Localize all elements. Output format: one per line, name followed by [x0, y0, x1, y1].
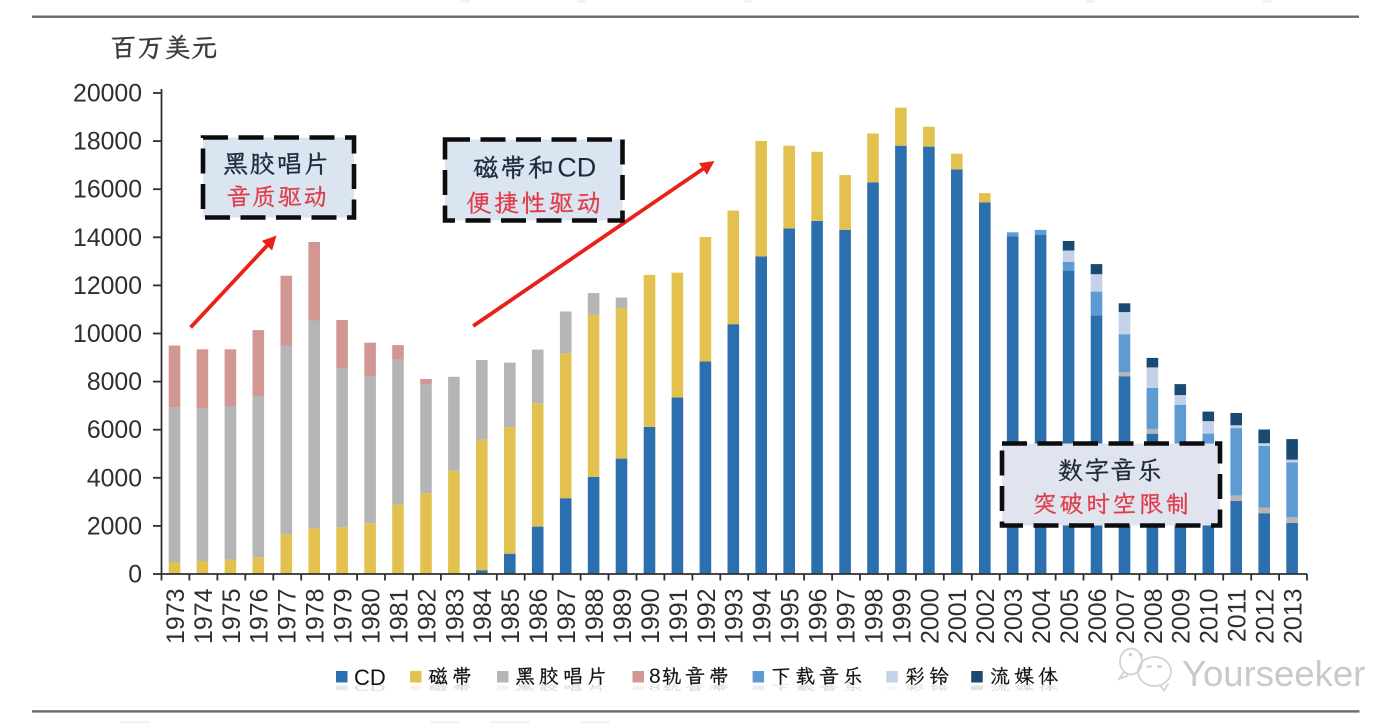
svg-text:1996: 1996 [805, 588, 833, 644]
svg-text:1999: 1999 [888, 588, 916, 644]
svg-text:1987: 1987 [553, 588, 581, 644]
svg-text:2010: 2010 [1196, 588, 1224, 644]
svg-text:Yourseeker: Yourseeker [1182, 653, 1365, 694]
svg-text:2006: 2006 [1084, 588, 1112, 644]
svg-text:2011: 2011 [1224, 588, 1252, 642]
svg-text:1988: 1988 [581, 588, 609, 644]
svg-text:1998: 1998 [860, 588, 888, 644]
svg-text:10000: 10000 [73, 321, 142, 348]
svg-text:2007: 2007 [1112, 588, 1140, 644]
svg-text:20000: 20000 [73, 81, 142, 108]
svg-text:12000: 12000 [73, 273, 142, 300]
svg-text:1986: 1986 [525, 588, 553, 644]
svg-text:1984: 1984 [469, 588, 497, 644]
svg-text:1978: 1978 [302, 588, 330, 644]
svg-text:CD: CD [557, 153, 596, 183]
svg-text:1997: 1997 [833, 588, 861, 644]
svg-text:1985: 1985 [497, 588, 525, 644]
svg-text:6000: 6000 [87, 417, 142, 444]
svg-text:2008: 2008 [1140, 588, 1168, 644]
svg-text:2013: 2013 [1280, 588, 1308, 644]
svg-text:1973: 1973 [162, 588, 190, 644]
svg-text:1983: 1983 [441, 588, 469, 644]
svg-text:8000: 8000 [87, 369, 142, 396]
svg-text:2000: 2000 [916, 588, 944, 644]
svg-text:2003: 2003 [1000, 588, 1028, 644]
svg-text:8: 8 [649, 684, 661, 693]
svg-text:1982: 1982 [413, 588, 441, 644]
svg-text:1979: 1979 [330, 588, 358, 644]
svg-text:1991: 1991 [665, 588, 693, 644]
svg-text:2009: 2009 [1168, 588, 1196, 644]
svg-text:1994: 1994 [749, 588, 777, 644]
svg-text:1990: 1990 [637, 588, 665, 644]
svg-text:CD: CD [354, 665, 386, 690]
svg-text:8: 8 [649, 665, 661, 688]
svg-text:1989: 1989 [609, 588, 637, 644]
svg-text:2000: 2000 [87, 513, 142, 540]
svg-text:1977: 1977 [274, 588, 302, 644]
svg-text:2001: 2001 [944, 588, 972, 644]
svg-text:1980: 1980 [358, 588, 386, 644]
svg-text:1993: 1993 [721, 588, 749, 644]
svg-text:14000: 14000 [73, 225, 142, 252]
svg-text:1974: 1974 [190, 588, 218, 644]
svg-text:2005: 2005 [1056, 588, 1084, 644]
svg-text:2004: 2004 [1028, 588, 1056, 644]
svg-text:1995: 1995 [777, 588, 805, 644]
svg-text:1981: 1981 [385, 588, 413, 644]
svg-text:16000: 16000 [73, 177, 142, 204]
svg-text:0: 0 [128, 562, 142, 589]
svg-text:CD: CD [354, 683, 386, 693]
svg-text:1976: 1976 [246, 588, 274, 644]
svg-text:4000: 4000 [87, 465, 142, 492]
svg-text:2002: 2002 [972, 588, 1000, 644]
svg-text:1975: 1975 [218, 588, 246, 644]
svg-text:18000: 18000 [73, 129, 142, 156]
svg-text:2012: 2012 [1252, 588, 1280, 644]
svg-text:1992: 1992 [693, 588, 721, 644]
